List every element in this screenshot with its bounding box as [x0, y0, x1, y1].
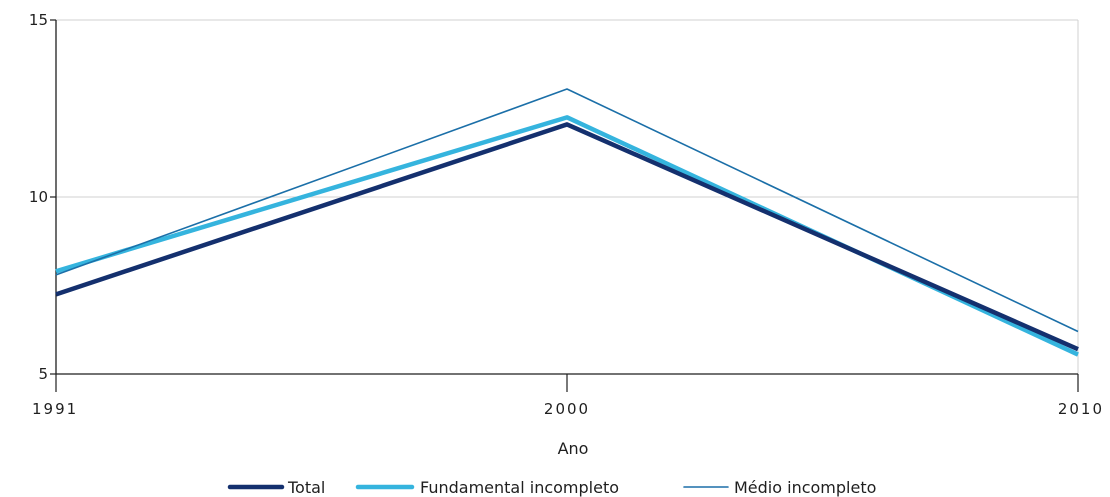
x-tick-label-2: 2010 — [1058, 400, 1104, 418]
y-tick-label-1: 10 — [29, 188, 48, 206]
x-axis-title: Ano — [558, 439, 589, 458]
series-lines — [55, 88, 1079, 357]
x-axis-ticks: 1991 2000 2010 — [32, 374, 1104, 418]
x-tick-label-1: 2000 — [544, 400, 590, 418]
grid-lines — [56, 19, 1079, 375]
legend-label-2: Médio incompleto — [734, 478, 876, 497]
series-line-1 — [55, 115, 1079, 357]
legend-label-1: Fundamental incompleto — [420, 478, 619, 497]
y-axis-ticks: 5 10 15 — [29, 11, 56, 383]
y-tick-label-0: 5 — [38, 365, 48, 383]
legend-label-0: Total — [287, 478, 325, 497]
legend: Total Fundamental incompleto Médio incompl… — [227, 478, 876, 497]
series-line-2 — [55, 88, 1079, 333]
series-line-0 — [55, 122, 1079, 352]
x-tick-label-0: 1991 — [32, 400, 78, 418]
y-tick-label-2: 15 — [29, 11, 48, 29]
